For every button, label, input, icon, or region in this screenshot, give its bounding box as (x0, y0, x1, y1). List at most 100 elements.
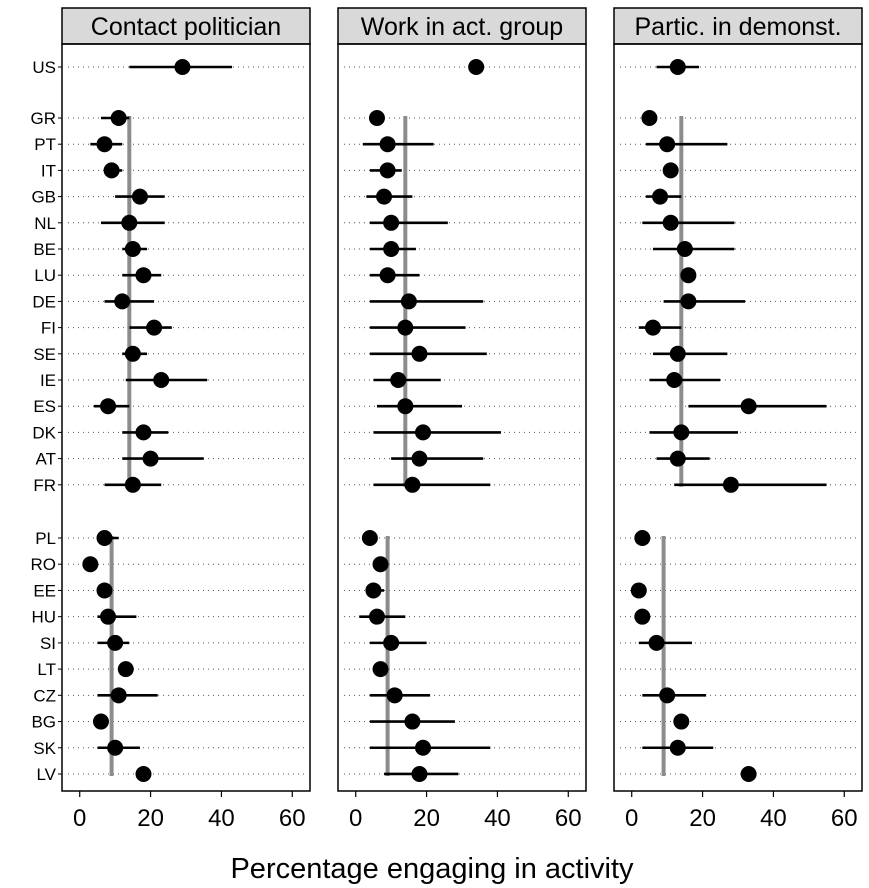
x-tick-label: 40 (484, 805, 511, 832)
country-label: US (32, 58, 56, 77)
point-SE (669, 345, 686, 362)
country-label: ES (33, 397, 56, 416)
x-tick-label: 20 (137, 805, 164, 832)
point-CZ (659, 687, 676, 704)
country-label: SI (40, 634, 56, 653)
point-IT (379, 162, 396, 179)
country-label: FI (41, 319, 56, 338)
x-tick-label: 20 (413, 805, 440, 832)
point-US (174, 59, 191, 75)
point-BE (124, 241, 141, 257)
point-PL (361, 530, 378, 546)
point-LV (740, 765, 757, 782)
point-LT (117, 661, 134, 678)
point-HU (100, 608, 117, 625)
point-EE (630, 582, 647, 599)
x-tick-label: 0 (73, 805, 86, 832)
point-FI (146, 319, 163, 336)
point-PL (96, 530, 113, 546)
point-AT (669, 450, 686, 467)
point-DK (415, 424, 432, 441)
x-axis-title: Percentage engaging in activity (230, 853, 634, 885)
country-label: PL (35, 529, 56, 548)
point-BG (92, 713, 109, 730)
country-label: SK (33, 739, 56, 758)
panel-title: Partic. in demonst. (634, 13, 841, 41)
point-FR (124, 476, 141, 493)
point-PT (96, 136, 113, 153)
point-CZ (110, 687, 127, 704)
point-BG (673, 713, 690, 730)
panel-frame (613, 43, 863, 792)
panel-strip (337, 7, 587, 45)
point-IT (103, 162, 120, 179)
point-BE (383, 241, 400, 257)
panel-frame (61, 43, 311, 792)
point-US (669, 59, 686, 75)
point-FI (397, 319, 414, 336)
point-AT (142, 450, 159, 467)
point-GR (641, 110, 658, 126)
point-ES (397, 398, 414, 415)
country-label: CZ (33, 686, 56, 705)
country-label: LU (34, 266, 56, 285)
point-SK (415, 739, 432, 756)
point-FI (644, 319, 661, 336)
country-label: NL (34, 214, 56, 233)
point-PT (379, 136, 396, 153)
point-SE (124, 345, 141, 362)
x-tick-label: 60 (555, 805, 582, 832)
country-label: FR (33, 476, 56, 495)
panel: Partic. in demonst. 0 20 40 60 (613, 7, 863, 832)
point-IE (666, 372, 683, 388)
x-tick-label: 0 (625, 805, 638, 832)
point-IE (390, 372, 407, 388)
country-label: GR (31, 109, 57, 128)
point-DK (673, 424, 690, 441)
point-RO (82, 556, 99, 573)
point-BG (404, 713, 421, 730)
country-label: IE (40, 371, 56, 390)
country-label: DE (32, 292, 56, 311)
point-NL (383, 214, 400, 231)
point-DK (135, 424, 152, 441)
country-labels: US GR PT IT GB NL BE LU DE FI SE IE ES DK AT FR PL RO EE HU… (31, 58, 62, 784)
country-label: SE (33, 345, 56, 364)
panel: Contact politician 0 20 40 60 (61, 7, 311, 832)
x-tick-label: 40 (208, 805, 235, 832)
point-SK (107, 739, 124, 756)
point-DE (400, 293, 417, 310)
panel: Work in act. group 0 20 40 60 (337, 7, 587, 832)
point-FR (404, 476, 421, 493)
point-US (468, 59, 485, 75)
point-GR (110, 110, 127, 126)
country-label: HU (31, 608, 56, 627)
panel-title: Contact politician (91, 13, 281, 41)
country-label: LT (37, 660, 56, 679)
country-label: DK (32, 423, 56, 442)
point-ES (100, 398, 117, 415)
point-IE (153, 372, 170, 388)
point-HU (368, 608, 385, 625)
point-SI (648, 634, 665, 651)
country-label: PT (34, 135, 56, 154)
point-PL (634, 530, 651, 546)
x-tick-label: 60 (831, 805, 858, 832)
x-tick-label: 40 (760, 805, 787, 832)
country-label: BG (31, 713, 56, 732)
x-tick-label: 0 (349, 805, 362, 832)
point-LT (372, 661, 389, 678)
point-EE (365, 582, 382, 599)
point-EE (96, 582, 113, 599)
country-label: BE (33, 240, 56, 259)
panel-frame (337, 43, 587, 792)
country-label: EE (33, 581, 56, 600)
point-LV (135, 765, 152, 782)
point-LV (411, 765, 428, 782)
x-tick-label: 20 (689, 805, 716, 832)
x-tick-label: 60 (279, 805, 306, 832)
country-label: GB (31, 188, 56, 207)
point-GB (652, 188, 669, 205)
